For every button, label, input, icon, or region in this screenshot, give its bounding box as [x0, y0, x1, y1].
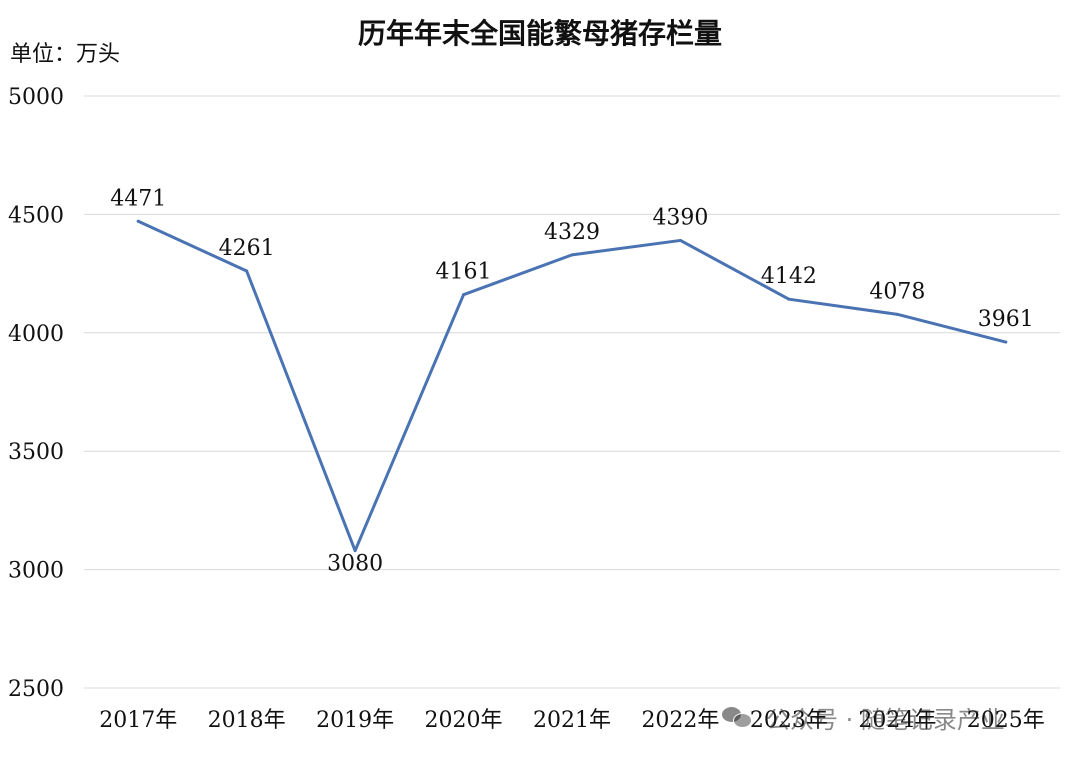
- data-point: [462, 293, 466, 297]
- data-point: [678, 238, 682, 242]
- x-tick-label: 2017年: [99, 708, 177, 733]
- x-tick-label: 2022年: [641, 708, 719, 733]
- chart-title: 历年年末全国能繁母猪存栏量: [357, 17, 722, 50]
- x-tick-label: 2021年: [533, 708, 611, 733]
- y-tick-label: 3000: [8, 559, 64, 584]
- data-label: 3961: [978, 307, 1034, 332]
- data-point: [895, 312, 899, 316]
- watermark: 公众号 · 随笔记录产业: [722, 700, 1005, 734]
- data-point: [353, 549, 357, 553]
- data-label: 4161: [436, 260, 492, 285]
- data-label: 4078: [869, 279, 925, 304]
- y-tick-label: 4000: [8, 322, 64, 347]
- x-tick-label: 2020年: [425, 708, 503, 733]
- y-tick-label: 5000: [8, 85, 64, 110]
- series-line: [136, 219, 1008, 553]
- x-tick-label: 2018年: [208, 708, 286, 733]
- data-label: 4329: [544, 220, 600, 245]
- data-label: 4471: [110, 186, 166, 211]
- y-tick-label: 2500: [8, 677, 64, 702]
- data-point: [1004, 340, 1008, 344]
- x-tick-label: 2025年: [967, 708, 1045, 733]
- x-tick-label: 2019年: [316, 708, 394, 733]
- x-tick-label: 2023年: [750, 708, 828, 733]
- x-tick-label: 2024年: [858, 708, 936, 733]
- y-tick-label: 4500: [8, 203, 64, 228]
- wechat-icon: [722, 705, 752, 729]
- data-point: [570, 253, 574, 257]
- data-point: [245, 269, 249, 273]
- y-tick-label: 3500: [8, 440, 64, 465]
- data-point: [136, 219, 140, 223]
- data-label: 4261: [219, 236, 275, 261]
- data-point: [787, 297, 791, 301]
- data-label: 3080: [327, 552, 383, 577]
- data-label: 4390: [652, 205, 708, 230]
- y-axis-unit-label: 单位：万头: [10, 42, 121, 67]
- watermark-text: 公众号 · 随笔记录产业: [766, 705, 1005, 734]
- data-label: 4142: [761, 264, 817, 289]
